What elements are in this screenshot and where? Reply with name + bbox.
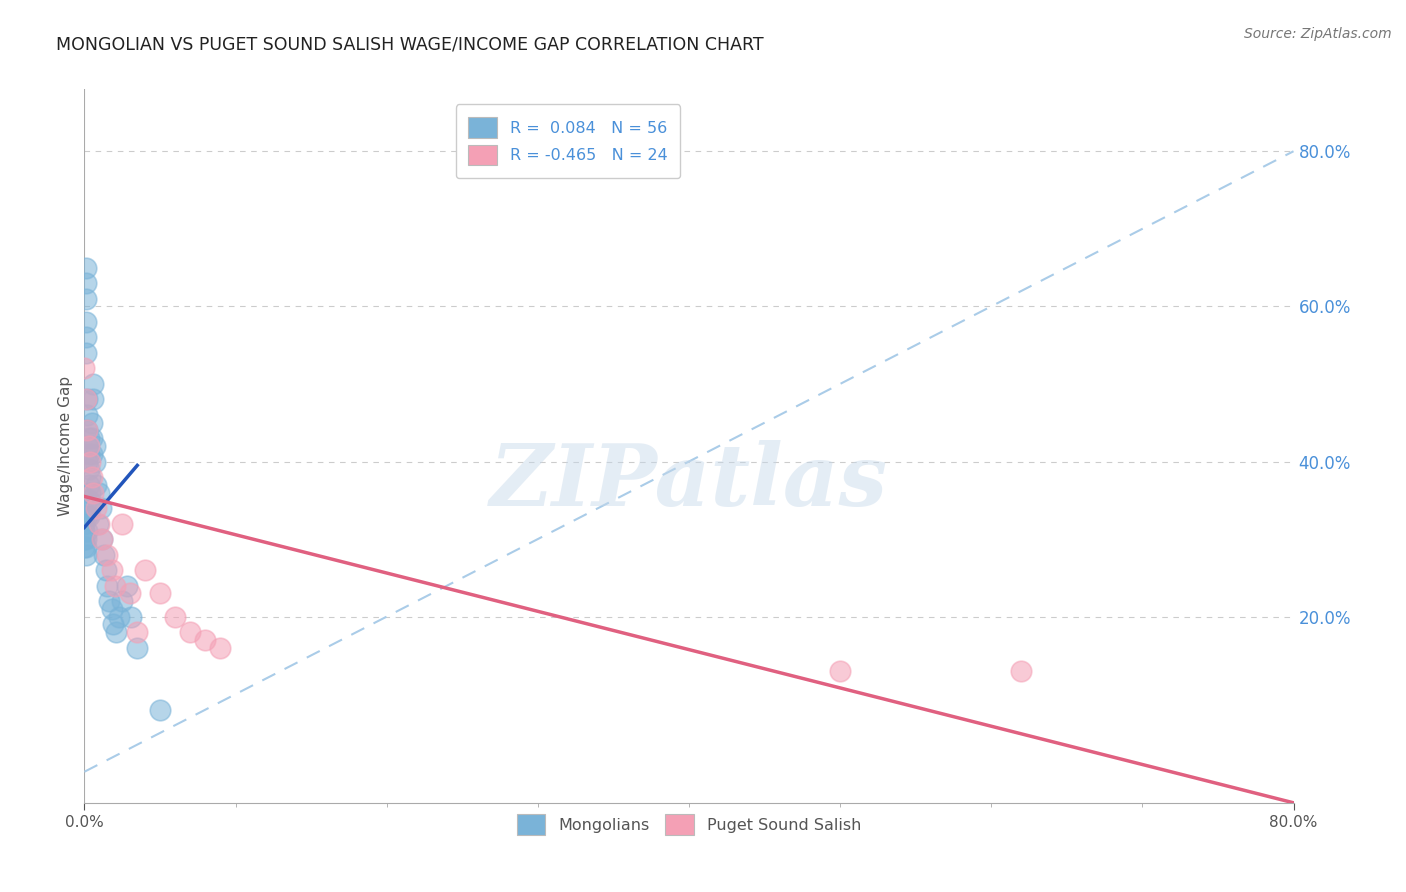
Y-axis label: Wage/Income Gap: Wage/Income Gap	[58, 376, 73, 516]
Point	[91, 532, 114, 546]
Point	[86, 477, 108, 491]
Point	[104, 579, 127, 593]
Point	[79, 470, 101, 484]
Text: MONGOLIAN VS PUGET SOUND SALISH WAGE/INCOME GAP CORRELATION CHART: MONGOLIAN VS PUGET SOUND SALISH WAGE/INC…	[56, 36, 763, 54]
Point	[89, 485, 111, 500]
Point	[111, 594, 134, 608]
Point	[75, 292, 97, 306]
Point	[77, 477, 100, 491]
Point	[76, 408, 98, 422]
Point	[77, 462, 100, 476]
Point	[830, 664, 852, 678]
Point	[73, 508, 96, 523]
Point	[75, 540, 97, 554]
Point	[89, 516, 111, 531]
Point	[84, 454, 107, 468]
Text: ZIPatlas: ZIPatlas	[489, 440, 889, 524]
Point	[194, 632, 217, 647]
Point	[179, 625, 201, 640]
Point	[77, 447, 100, 461]
Point	[149, 703, 172, 717]
Point	[80, 470, 103, 484]
Legend: Mongolians, Puget Sound Salish: Mongolians, Puget Sound Salish	[510, 808, 868, 841]
Point	[75, 260, 97, 275]
Point	[1011, 664, 1033, 678]
Point	[76, 424, 98, 438]
Point	[77, 431, 100, 445]
Point	[90, 501, 112, 516]
Point	[96, 548, 118, 562]
Point	[82, 376, 104, 391]
Point	[75, 276, 97, 290]
Point	[115, 579, 138, 593]
Point	[79, 501, 101, 516]
Point	[75, 315, 97, 329]
Point	[118, 586, 141, 600]
Point	[77, 508, 100, 523]
Point	[76, 439, 98, 453]
Point	[73, 361, 96, 376]
Point	[76, 508, 98, 523]
Point	[76, 454, 98, 468]
Point	[73, 516, 96, 531]
Point	[127, 640, 149, 655]
Point	[76, 493, 98, 508]
Point	[75, 548, 97, 562]
Point	[80, 447, 103, 461]
Point	[73, 524, 96, 539]
Point	[127, 625, 149, 640]
Point	[82, 485, 104, 500]
Point	[79, 485, 101, 500]
Point	[100, 602, 122, 616]
Point	[82, 392, 104, 407]
Point	[108, 609, 131, 624]
Point	[77, 439, 100, 453]
Point	[100, 563, 122, 577]
Point	[84, 439, 107, 453]
Point	[75, 532, 97, 546]
Point	[87, 516, 110, 531]
Point	[93, 548, 115, 562]
Point	[75, 392, 97, 407]
Point	[94, 563, 117, 577]
Text: Source: ZipAtlas.com: Source: ZipAtlas.com	[1244, 27, 1392, 41]
Point	[134, 563, 156, 577]
Point	[75, 330, 97, 344]
Point	[111, 516, 134, 531]
Point	[76, 392, 98, 407]
Point	[96, 579, 118, 593]
Point	[101, 617, 124, 632]
Point	[80, 431, 103, 445]
Point	[75, 346, 97, 360]
Point	[209, 640, 232, 655]
Point	[73, 540, 96, 554]
Point	[120, 609, 142, 624]
Point	[165, 609, 187, 624]
Point	[86, 501, 108, 516]
Point	[79, 454, 101, 468]
Point	[105, 625, 128, 640]
Point	[97, 594, 120, 608]
Point	[91, 532, 114, 546]
Point	[80, 416, 103, 430]
Point	[149, 586, 172, 600]
Point	[76, 424, 98, 438]
Point	[77, 493, 100, 508]
Point	[73, 532, 96, 546]
Point	[76, 524, 98, 539]
